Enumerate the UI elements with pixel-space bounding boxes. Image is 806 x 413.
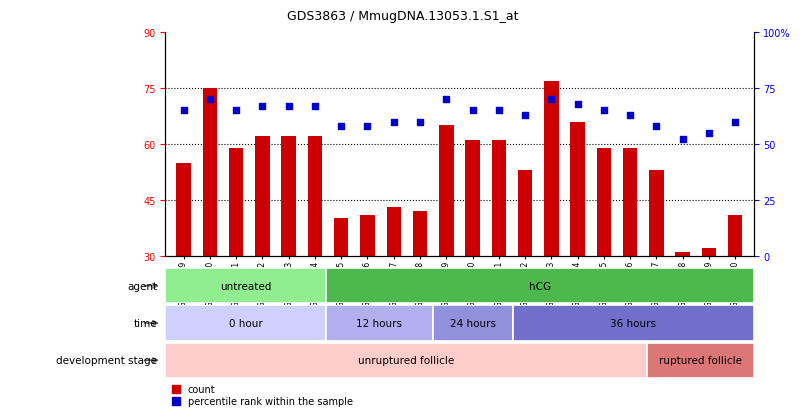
Bar [518,171,532,256]
Point [703,130,716,137]
Bar [387,208,401,256]
Bar [465,141,480,256]
Point [230,108,243,114]
Point [597,108,610,114]
Point [729,119,742,126]
Point [440,97,453,103]
Point [177,108,190,114]
Text: time: time [134,318,157,328]
Bar [596,148,611,256]
Text: 36 hours: 36 hours [610,318,656,328]
Point [334,123,347,130]
Bar [433,306,513,341]
Bar [675,252,690,256]
Point [282,103,295,110]
Bar [229,148,243,256]
Point [571,101,584,108]
Bar [728,215,742,256]
Bar [202,89,217,256]
Point [309,103,322,110]
Bar [165,306,326,341]
Text: unruptured follicle: unruptured follicle [358,355,454,366]
Bar [165,343,646,378]
Point [388,119,401,126]
Text: ruptured follicle: ruptured follicle [659,355,742,366]
Point [624,112,637,119]
Text: untreated: untreated [220,281,271,291]
Point [413,119,426,126]
Point [361,123,374,130]
Bar [326,306,433,341]
Text: development stage: development stage [56,355,157,366]
Bar [439,126,454,256]
Bar [702,249,717,256]
Legend: count, percentile rank within the sample: count, percentile rank within the sample [170,382,355,408]
Bar [513,306,754,341]
Bar [165,268,326,304]
Bar [646,343,754,378]
Point [466,108,479,114]
Text: 12 hours: 12 hours [356,318,402,328]
Point [650,123,663,130]
Bar [413,211,427,256]
Point [492,108,505,114]
Text: 0 hour: 0 hour [229,318,262,328]
Bar [308,137,322,256]
Point [676,137,689,143]
Bar [360,215,375,256]
Point [203,97,216,103]
Text: hCG: hCG [529,281,550,291]
Bar [649,171,663,256]
Text: agent: agent [127,281,157,291]
Point [545,97,558,103]
Bar [256,137,270,256]
Bar [623,148,638,256]
Bar [281,137,296,256]
Bar [571,122,585,256]
Bar [177,163,191,256]
Point [256,103,269,110]
Text: GDS3863 / MmugDNA.13053.1.S1_at: GDS3863 / MmugDNA.13053.1.S1_at [287,10,519,23]
Point [518,112,531,119]
Bar [492,141,506,256]
Bar [334,219,348,256]
Bar [544,81,559,256]
Bar [326,268,754,304]
Text: 24 hours: 24 hours [450,318,496,328]
